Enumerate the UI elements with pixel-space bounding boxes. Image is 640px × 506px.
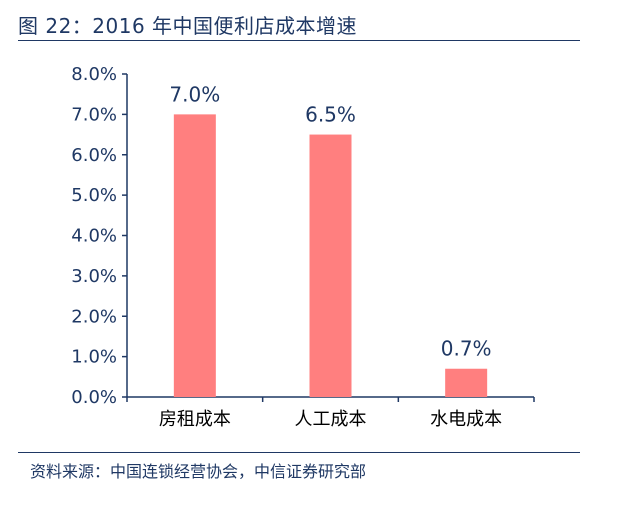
y-tick-label: 4.0% <box>71 226 117 247</box>
y-tick-label: 3.0% <box>71 266 117 287</box>
data-label: 7.0% <box>169 82 220 106</box>
chart-title: 图 22：2016 年中国便利店成本增速 <box>18 14 358 38</box>
x-tick-label: 水电成本 <box>430 409 502 430</box>
data-label: 6.5% <box>305 103 356 127</box>
y-tick-label: 6.0% <box>71 145 117 166</box>
x-tick-label: 人工成本 <box>295 409 367 430</box>
data-label: 0.7% <box>441 337 492 361</box>
bar <box>445 368 488 397</box>
y-tick-label: 7.0% <box>71 104 117 125</box>
bar <box>309 134 352 397</box>
y-tick-label: 8.0% <box>71 64 117 85</box>
y-tick-label: 5.0% <box>71 185 117 206</box>
top-rule <box>18 40 580 41</box>
bottom-rule-end-mark <box>570 452 578 453</box>
top-rule-end-mark <box>570 40 578 41</box>
y-tick-label: 1.0% <box>71 347 117 368</box>
bottom-rule <box>18 452 580 453</box>
y-tick-label: 0.0% <box>71 387 117 408</box>
bar <box>173 114 216 397</box>
y-tick-label: 2.0% <box>71 306 117 327</box>
x-tick-label: 房租成本 <box>159 409 231 430</box>
source-note: 资料来源：中国连锁经营协会，中信证券研究部 <box>30 462 367 481</box>
